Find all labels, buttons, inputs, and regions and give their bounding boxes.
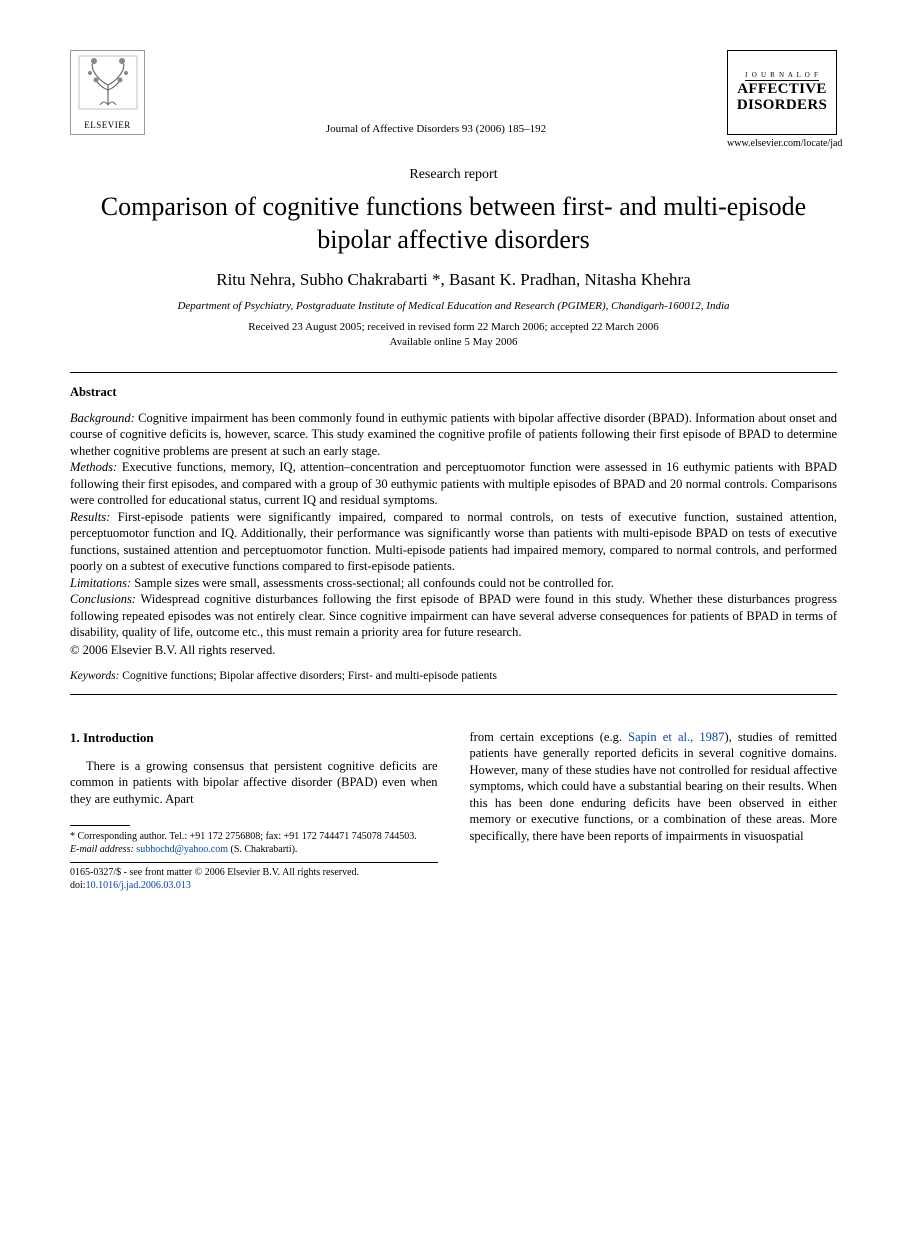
footer-doi-link[interactable]: 10.1016/j.jad.2006.03.013	[86, 880, 191, 891]
keywords-label: Keywords:	[70, 670, 119, 682]
abs-conclusions-text: Widespread cognitive disturbances follow…	[70, 592, 837, 639]
abs-limitations-label: Limitations:	[70, 576, 131, 590]
journal-logo-word1: AFFECTIVE	[737, 81, 826, 97]
footnote-corr-text: Tel.: +91 172 2756808; fax: +91 172 7444…	[167, 831, 417, 842]
journal-logo-word2: DISORDERS	[737, 97, 827, 113]
authors-text: Ritu Nehra, Subho Chakrabarti *, Basant …	[216, 270, 690, 289]
elsevier-tree-icon	[78, 55, 138, 110]
page-footer-rule	[70, 862, 438, 863]
right-column: from certain exceptions (e.g. Sapin et a…	[470, 729, 838, 893]
dates-line1: Received 23 August 2005; received in rev…	[248, 321, 659, 333]
affiliation: Department of Psychiatry, Postgraduate I…	[70, 300, 837, 312]
intro-para-left: There is a growing consensus that persis…	[70, 758, 438, 808]
citation-sapin-1987[interactable]: Sapin et al., 1987	[628, 730, 724, 744]
journal-logo: J O U R N A L O F AFFECTIVE DISORDERS	[727, 50, 837, 135]
footer-doi-label: doi:	[70, 880, 86, 891]
dates-line2: Available online 5 May 2006	[389, 336, 517, 348]
article-title: Comparison of cognitive functions betwee…	[70, 191, 837, 256]
keywords-line: Keywords: Cognitive functions; Bipolar a…	[70, 670, 837, 682]
intro-para-right: from certain exceptions (e.g. Sapin et a…	[470, 729, 838, 845]
footnote-email-link[interactable]: subhochd@yahoo.com	[136, 844, 228, 855]
page-root: ELSEVIER Journal of Affective Disorders …	[0, 0, 907, 932]
abstract-results: Results: First-episode patients were sig…	[70, 509, 837, 575]
journal-reference: Journal of Affective Disorders 93 (2006)…	[145, 123, 727, 135]
keywords-text: Cognitive functions; Bipolar affective d…	[119, 670, 497, 682]
header-row: ELSEVIER Journal of Affective Disorders …	[70, 50, 837, 149]
left-column: 1. Introduction There is a growing conse…	[70, 729, 438, 893]
publisher-logo: ELSEVIER	[70, 50, 145, 135]
footnote-email-label: E-mail address:	[70, 844, 134, 855]
copyright-line: © 2006 Elsevier B.V. All rights reserved…	[70, 643, 837, 658]
page-footer: 0165-0327/$ - see front matter © 2006 El…	[70, 866, 438, 892]
abstract-methods: Methods: Executive functions, memory, IQ…	[70, 459, 837, 509]
corresponding-author-footnote: * Corresponding author. Tel.: +91 172 27…	[70, 830, 438, 856]
col2-pre: from certain exceptions (e.g.	[470, 730, 629, 744]
abstract-limitations: Limitations: Sample sizes were small, as…	[70, 575, 837, 592]
abs-results-label: Results:	[70, 510, 110, 524]
section-1-heading: 1. Introduction	[70, 729, 438, 746]
abstract-heading: Abstract	[70, 385, 837, 400]
publisher-name: ELSEVIER	[84, 120, 131, 130]
footnote-corr-label: * Corresponding author.	[70, 831, 167, 842]
abs-background-text: Cognitive impairment has been commonly f…	[70, 411, 837, 458]
footnote-rule	[70, 825, 130, 826]
abstract-body: Background: Cognitive impairment has bee…	[70, 410, 837, 641]
abs-results-text: First-episode patients were significantl…	[70, 510, 837, 574]
abs-limitations-text: Sample sizes were small, assessments cro…	[131, 576, 614, 590]
rule-above-abstract	[70, 372, 837, 373]
body-two-column: 1. Introduction There is a growing conse…	[70, 729, 837, 893]
col2-post: ), studies of remitted patients have gen…	[470, 730, 838, 843]
journal-url[interactable]: www.elsevier.com/locate/jad	[727, 138, 837, 149]
article-type: Research report	[70, 167, 837, 183]
abstract-background: Background: Cognitive impairment has bee…	[70, 410, 837, 460]
rule-below-keywords	[70, 694, 837, 695]
journal-logo-line1: J O U R N A L O F	[745, 71, 819, 81]
abstract-conclusions: Conclusions: Widespread cognitive distur…	[70, 591, 837, 641]
abs-background-label: Background:	[70, 411, 135, 425]
abs-conclusions-label: Conclusions:	[70, 592, 136, 606]
abs-methods-text: Executive functions, memory, IQ, attenti…	[70, 460, 837, 507]
footnote-email-tail: (S. Chakrabarti).	[228, 844, 297, 855]
footer-line1: 0165-0327/$ - see front matter © 2006 El…	[70, 867, 359, 878]
journal-logo-line2: AFFECTIVE DISORDERS	[737, 82, 827, 114]
journal-logo-box: J O U R N A L O F AFFECTIVE DISORDERS ww…	[727, 50, 837, 149]
abs-methods-label: Methods:	[70, 460, 117, 474]
article-dates: Received 23 August 2005; received in rev…	[70, 320, 837, 350]
authors-line: Ritu Nehra, Subho Chakrabarti *, Basant …	[70, 270, 837, 290]
